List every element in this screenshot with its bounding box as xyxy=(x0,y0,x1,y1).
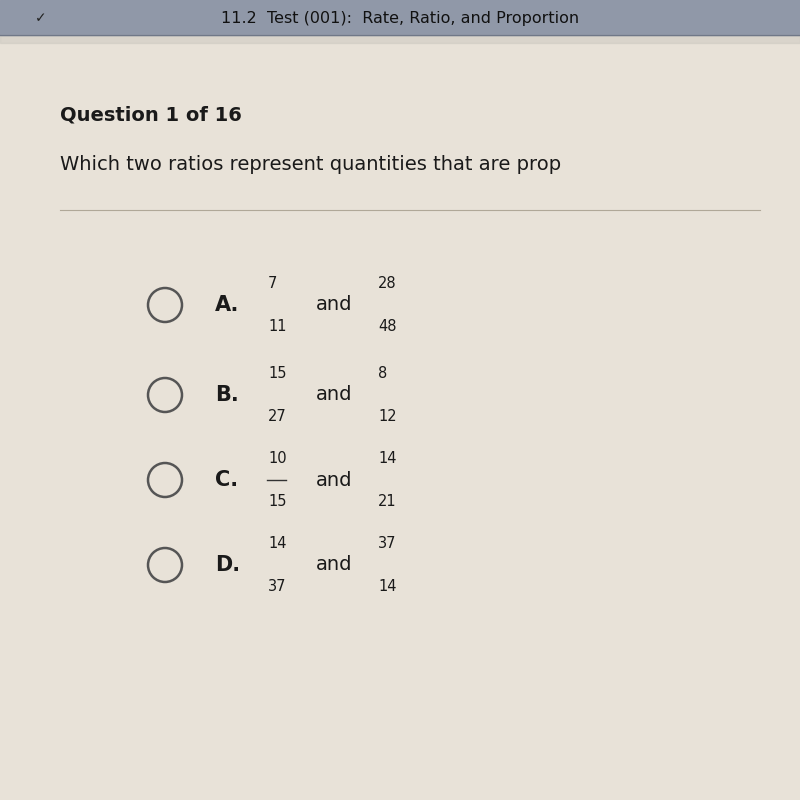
Text: 37: 37 xyxy=(378,536,397,551)
Text: Question 1 of 16: Question 1 of 16 xyxy=(60,106,242,125)
Text: 12: 12 xyxy=(378,409,397,424)
Text: 10: 10 xyxy=(268,451,286,466)
Text: 7: 7 xyxy=(268,276,278,291)
Text: and: and xyxy=(316,470,353,490)
Text: and: and xyxy=(316,386,353,405)
Text: ✓: ✓ xyxy=(35,11,46,25)
Text: 15: 15 xyxy=(268,366,286,381)
Text: 27: 27 xyxy=(268,409,286,424)
Text: 37: 37 xyxy=(268,579,286,594)
Bar xyxy=(0,0,800,35)
Text: 15: 15 xyxy=(268,494,286,509)
Text: A.: A. xyxy=(215,295,239,315)
Text: 11.2  Test (001):  Rate, Ratio, and Proportion: 11.2 Test (001): Rate, Ratio, and Propor… xyxy=(221,10,579,26)
Text: 14: 14 xyxy=(268,536,286,551)
Text: 48: 48 xyxy=(378,319,397,334)
Text: 28: 28 xyxy=(378,276,397,291)
Text: and: and xyxy=(316,555,353,574)
Text: Which two ratios represent quantities that are prop: Which two ratios represent quantities th… xyxy=(60,155,561,174)
Text: 14: 14 xyxy=(378,451,397,466)
Text: C.: C. xyxy=(215,470,238,490)
Text: 11: 11 xyxy=(268,319,286,334)
Bar xyxy=(0,35,800,43)
Text: B.: B. xyxy=(215,385,238,405)
Text: 8: 8 xyxy=(378,366,387,381)
Text: 21: 21 xyxy=(378,494,397,509)
Text: and: and xyxy=(316,295,353,314)
Text: D.: D. xyxy=(215,555,240,575)
Text: 14: 14 xyxy=(378,579,397,594)
